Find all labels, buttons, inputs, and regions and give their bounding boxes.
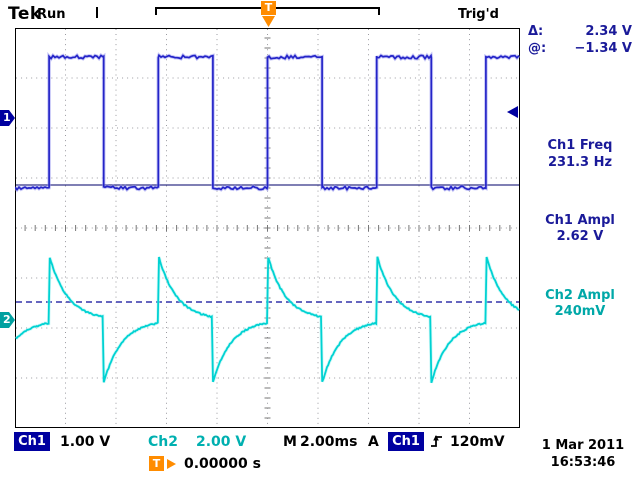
acquisition-status: Run xyxy=(37,7,66,22)
ch1-label-badge: Ch1 xyxy=(14,432,50,451)
trigger-source-badge: Ch1 xyxy=(388,432,424,451)
scope-display xyxy=(13,28,521,428)
trigger-position-flag: T xyxy=(261,1,276,15)
meas2-value: 2.62 V xyxy=(556,229,604,244)
trigger-time-badge: T xyxy=(149,456,164,471)
trigger-time-arrow-icon xyxy=(167,459,176,469)
cursor-at-readout: @: −1.34 V xyxy=(524,41,636,56)
cursor-delta-label: Δ: xyxy=(528,24,544,39)
ch2-scale: 2.00 V xyxy=(196,434,247,450)
timebase-label: M xyxy=(283,434,297,450)
ch1-scale: 1.00 V xyxy=(60,434,111,450)
meas3-value: 240mV xyxy=(554,304,606,319)
meas2-source: Ch1 Ampl xyxy=(545,213,615,228)
acquisition-indicator xyxy=(96,7,98,18)
date-display: 1 Mar 2011 xyxy=(541,438,625,453)
trigger-position-pointer-icon xyxy=(262,16,275,27)
tek-logo: Tek xyxy=(8,4,42,24)
time-display: 16:53:46 xyxy=(550,455,616,470)
cursor-delta-value: 2.34 V xyxy=(585,24,632,39)
cursor-at-value: −1.34 V xyxy=(574,41,632,56)
trigger-level: 120mV xyxy=(450,434,505,450)
cursor-at-label: @: xyxy=(528,41,547,56)
trigger-mode: A xyxy=(368,434,379,450)
ch1-ground-marker: 1 xyxy=(0,110,15,126)
graticule-area xyxy=(13,28,521,428)
trigger-status: Trig'd xyxy=(458,7,499,22)
ch2-ground-marker: 2 xyxy=(0,312,15,328)
timebase-value: 2.00ms xyxy=(300,434,358,450)
meas1-value: 231.3 Hz xyxy=(547,155,613,170)
ch2-label: Ch2 xyxy=(148,434,178,450)
cursor-delta-readout: Δ: 2.34 V xyxy=(524,24,636,39)
trigger-position-time: 0.00000 s xyxy=(184,456,261,472)
meas3-source: Ch2 Ampl xyxy=(545,288,615,303)
rising-edge-icon xyxy=(429,433,445,454)
meas1-source: Ch1 Freq xyxy=(547,138,613,153)
